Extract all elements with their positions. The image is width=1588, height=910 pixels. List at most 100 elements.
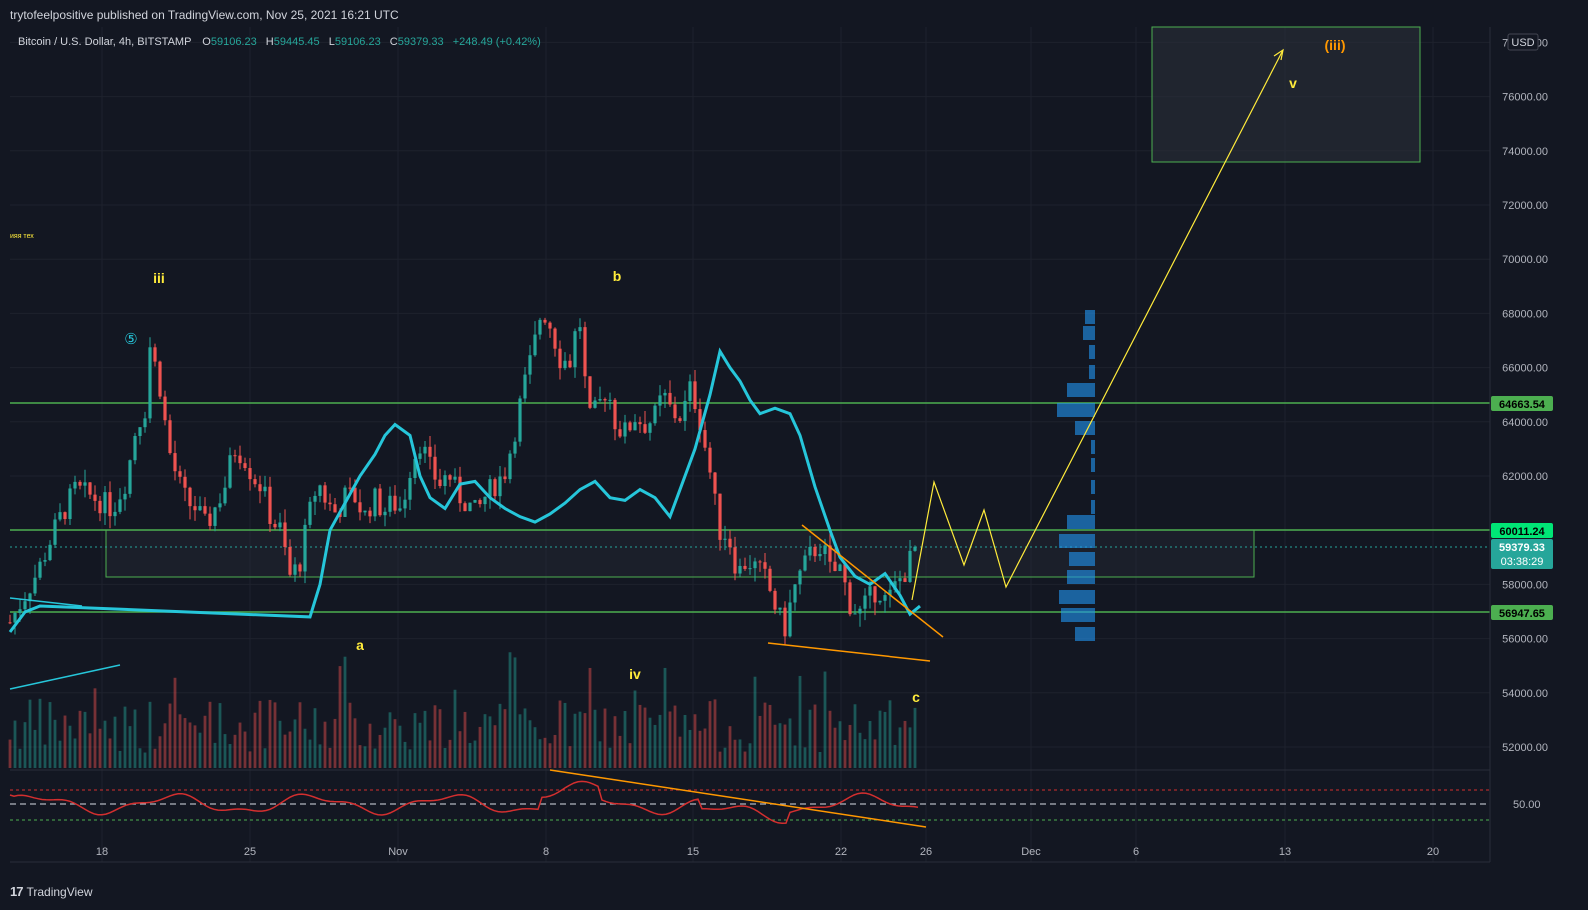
candle-body <box>193 506 197 511</box>
wave-label-iii-paren: (iii) <box>1325 37 1346 53</box>
candle-body <box>158 361 162 397</box>
osc-axis-label: 50.00 <box>1513 799 1541 811</box>
candle-body <box>58 512 62 520</box>
volume-bar <box>448 739 452 768</box>
volume-bar <box>623 711 627 768</box>
volume-bar <box>728 726 732 768</box>
candle-body <box>833 561 837 572</box>
volume-bar <box>843 740 847 768</box>
osc-divergence-line[interactable] <box>549 769 927 828</box>
tradingview-logo[interactable]: 17 TradingView <box>10 884 93 899</box>
volume-bar <box>68 725 72 768</box>
candle-body <box>658 395 662 406</box>
volume-profile-bar <box>1091 458 1095 472</box>
volume-bar <box>688 729 692 768</box>
volume-bar <box>913 707 917 768</box>
volume-bar <box>33 729 37 768</box>
candle-body <box>488 479 492 497</box>
candle-body <box>98 500 102 514</box>
time-tick-label: 18 <box>96 846 108 858</box>
candle-body <box>543 319 547 323</box>
candle-body <box>328 502 332 505</box>
candle-body <box>298 564 302 572</box>
candle-body <box>288 546 292 575</box>
candle-body <box>563 360 567 369</box>
candle-body <box>188 487 192 507</box>
projection-path[interactable] <box>911 49 1284 601</box>
volume-bar <box>353 718 357 768</box>
volume-profile-bar <box>1067 383 1095 397</box>
currency-badge[interactable]: USD <box>1507 33 1539 51</box>
volume-bar <box>23 722 27 768</box>
candle-body <box>123 493 127 500</box>
trendline-blue-bottom[interactable] <box>9 664 121 690</box>
volume-bar <box>478 726 482 768</box>
candle-body <box>183 476 187 488</box>
trendline-blue-top[interactable] <box>9 597 83 607</box>
candle-body <box>558 348 562 369</box>
volume-bar <box>198 732 202 768</box>
candle-body <box>643 424 647 433</box>
candle-body <box>758 561 762 563</box>
candle-body <box>868 586 872 596</box>
wave-label-b: b <box>613 268 622 284</box>
volume-bar <box>28 699 32 768</box>
volume-bar <box>693 714 697 768</box>
candle-body <box>713 472 717 494</box>
volume-bar <box>668 711 672 768</box>
volume-bar <box>663 667 667 768</box>
candle-body <box>513 441 517 454</box>
volume-bar <box>273 702 277 768</box>
candle-body <box>618 429 622 437</box>
candle-body <box>128 460 132 494</box>
moving-average-line[interactable] <box>8 347 921 633</box>
time-tick-label: 13 <box>1279 846 1291 858</box>
oscillator-line[interactable] <box>9 780 919 825</box>
volume-bar <box>128 726 132 768</box>
candle-body <box>623 422 627 437</box>
legend-open: 59106.23 <box>211 36 257 48</box>
volume-bar <box>483 714 487 768</box>
candle-body <box>628 422 632 431</box>
candle-body <box>213 507 217 526</box>
volume-bar <box>433 705 437 768</box>
candle-body <box>598 399 602 401</box>
candle-body <box>398 508 402 511</box>
time-tick-label: 22 <box>835 846 847 858</box>
price-tick-label: 76000.00 <box>1502 92 1548 104</box>
volume-bar <box>903 720 907 768</box>
trendline-orange-upper[interactable] <box>801 524 944 638</box>
candle-body <box>308 501 312 525</box>
trendline-orange-lower[interactable] <box>767 642 931 662</box>
volume-bar <box>738 739 742 768</box>
candle-body <box>568 360 572 368</box>
legend[interactable]: Bitcoin / U.S. Dollar, 4h, BITSTAMP O591… <box>18 36 541 48</box>
volume-bar <box>473 740 477 768</box>
volume-bar <box>318 744 322 768</box>
time-axis[interactable]: 18 25 Nov 8 15 22 26 Dec 6 13 20 <box>96 846 1439 858</box>
candle-body <box>133 436 137 461</box>
volume-bar <box>278 720 282 768</box>
candle-body <box>908 550 912 582</box>
volume-bar <box>363 746 367 768</box>
price-tick-label: 64000.00 <box>1502 417 1548 429</box>
publisher-text: trytofeelpositive published on TradingVi… <box>10 8 399 22</box>
volume-bar <box>463 711 467 768</box>
volume-bar <box>708 701 712 768</box>
volume-bar <box>418 722 422 768</box>
volume-profile-bar <box>1069 552 1095 566</box>
candle-body <box>138 427 142 437</box>
volume-bar <box>283 734 287 768</box>
candle-body <box>373 488 377 517</box>
price-tick-label: 58000.00 <box>1502 579 1548 591</box>
volume-bar <box>103 720 107 768</box>
candle-body <box>353 487 357 503</box>
price-axis[interactable]: 52000.0054000.0056000.0058000.0060000.00… <box>1502 37 1548 754</box>
volume-profile-bar <box>1067 570 1095 584</box>
volume-bar <box>493 725 497 768</box>
target-box[interactable] <box>1151 26 1421 163</box>
volume-bar <box>303 728 307 768</box>
candle-body <box>428 446 432 457</box>
legend-change: +248.49 (+0.42%) <box>453 36 541 48</box>
